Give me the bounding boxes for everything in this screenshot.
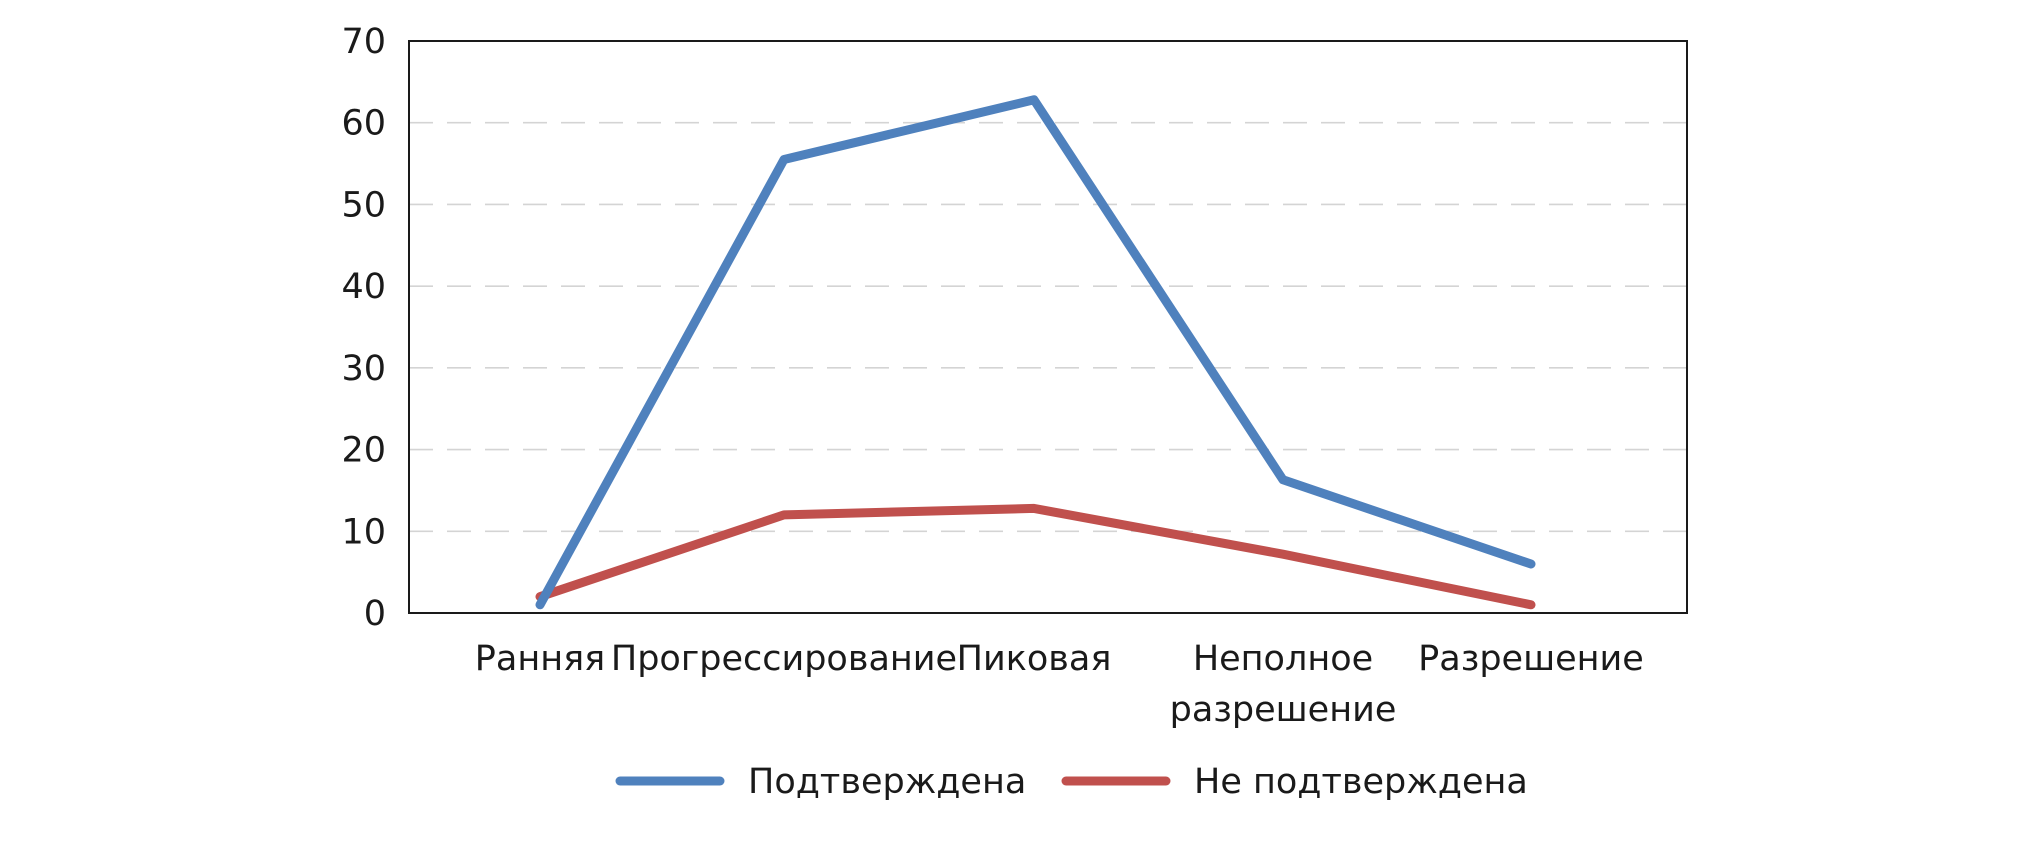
x-category-label: Прогрессирование	[611, 639, 957, 679]
y-tick-label: 0	[364, 594, 386, 634]
gridlines	[409, 121, 1687, 533]
series-lines	[535, 95, 1536, 610]
y-tick-label: 20	[341, 431, 386, 471]
legend-item: Не подтверждена	[1061, 762, 1528, 802]
legend-label: Подтверждена	[748, 762, 1026, 802]
legend-label: Не подтверждена	[1194, 762, 1528, 802]
x-category-label-line: Неполное	[1193, 639, 1373, 679]
x-axis-category-labels: Ранняя Прогрессирование Пиковая Неполное раз…	[475, 639, 1644, 730]
y-tick-label: 50	[341, 185, 386, 225]
legend: Подтверждена Не подтверждена	[615, 762, 1528, 802]
y-axis-tick-labels: 0 10 20 30 40 50 60 70	[341, 22, 386, 634]
series-line-1	[535, 95, 1536, 610]
x-category-label: Неполное разрешение	[1170, 639, 1397, 730]
x-category-label-line: Ранняя	[475, 639, 605, 679]
series-line-2	[535, 503, 1536, 610]
x-category-label: Пиковая	[957, 639, 1112, 679]
x-category-label-line: Разрешение	[1418, 639, 1644, 679]
legend-item: Подтверждена	[615, 762, 1026, 802]
y-tick-label: 60	[341, 104, 386, 144]
x-category-label-line: Прогрессирование	[611, 639, 957, 679]
x-category-label: Разрешение	[1418, 639, 1644, 679]
y-tick-label: 40	[341, 267, 386, 307]
x-category-label: Ранняя	[475, 639, 605, 679]
plot-area-frame	[408, 40, 1688, 614]
y-tick-label: 70	[341, 22, 386, 62]
y-tick-label: 30	[341, 349, 386, 389]
y-tick-label: 10	[341, 512, 386, 552]
x-category-label-line: разрешение	[1170, 690, 1397, 730]
x-category-label-line: Пиковая	[957, 639, 1112, 679]
